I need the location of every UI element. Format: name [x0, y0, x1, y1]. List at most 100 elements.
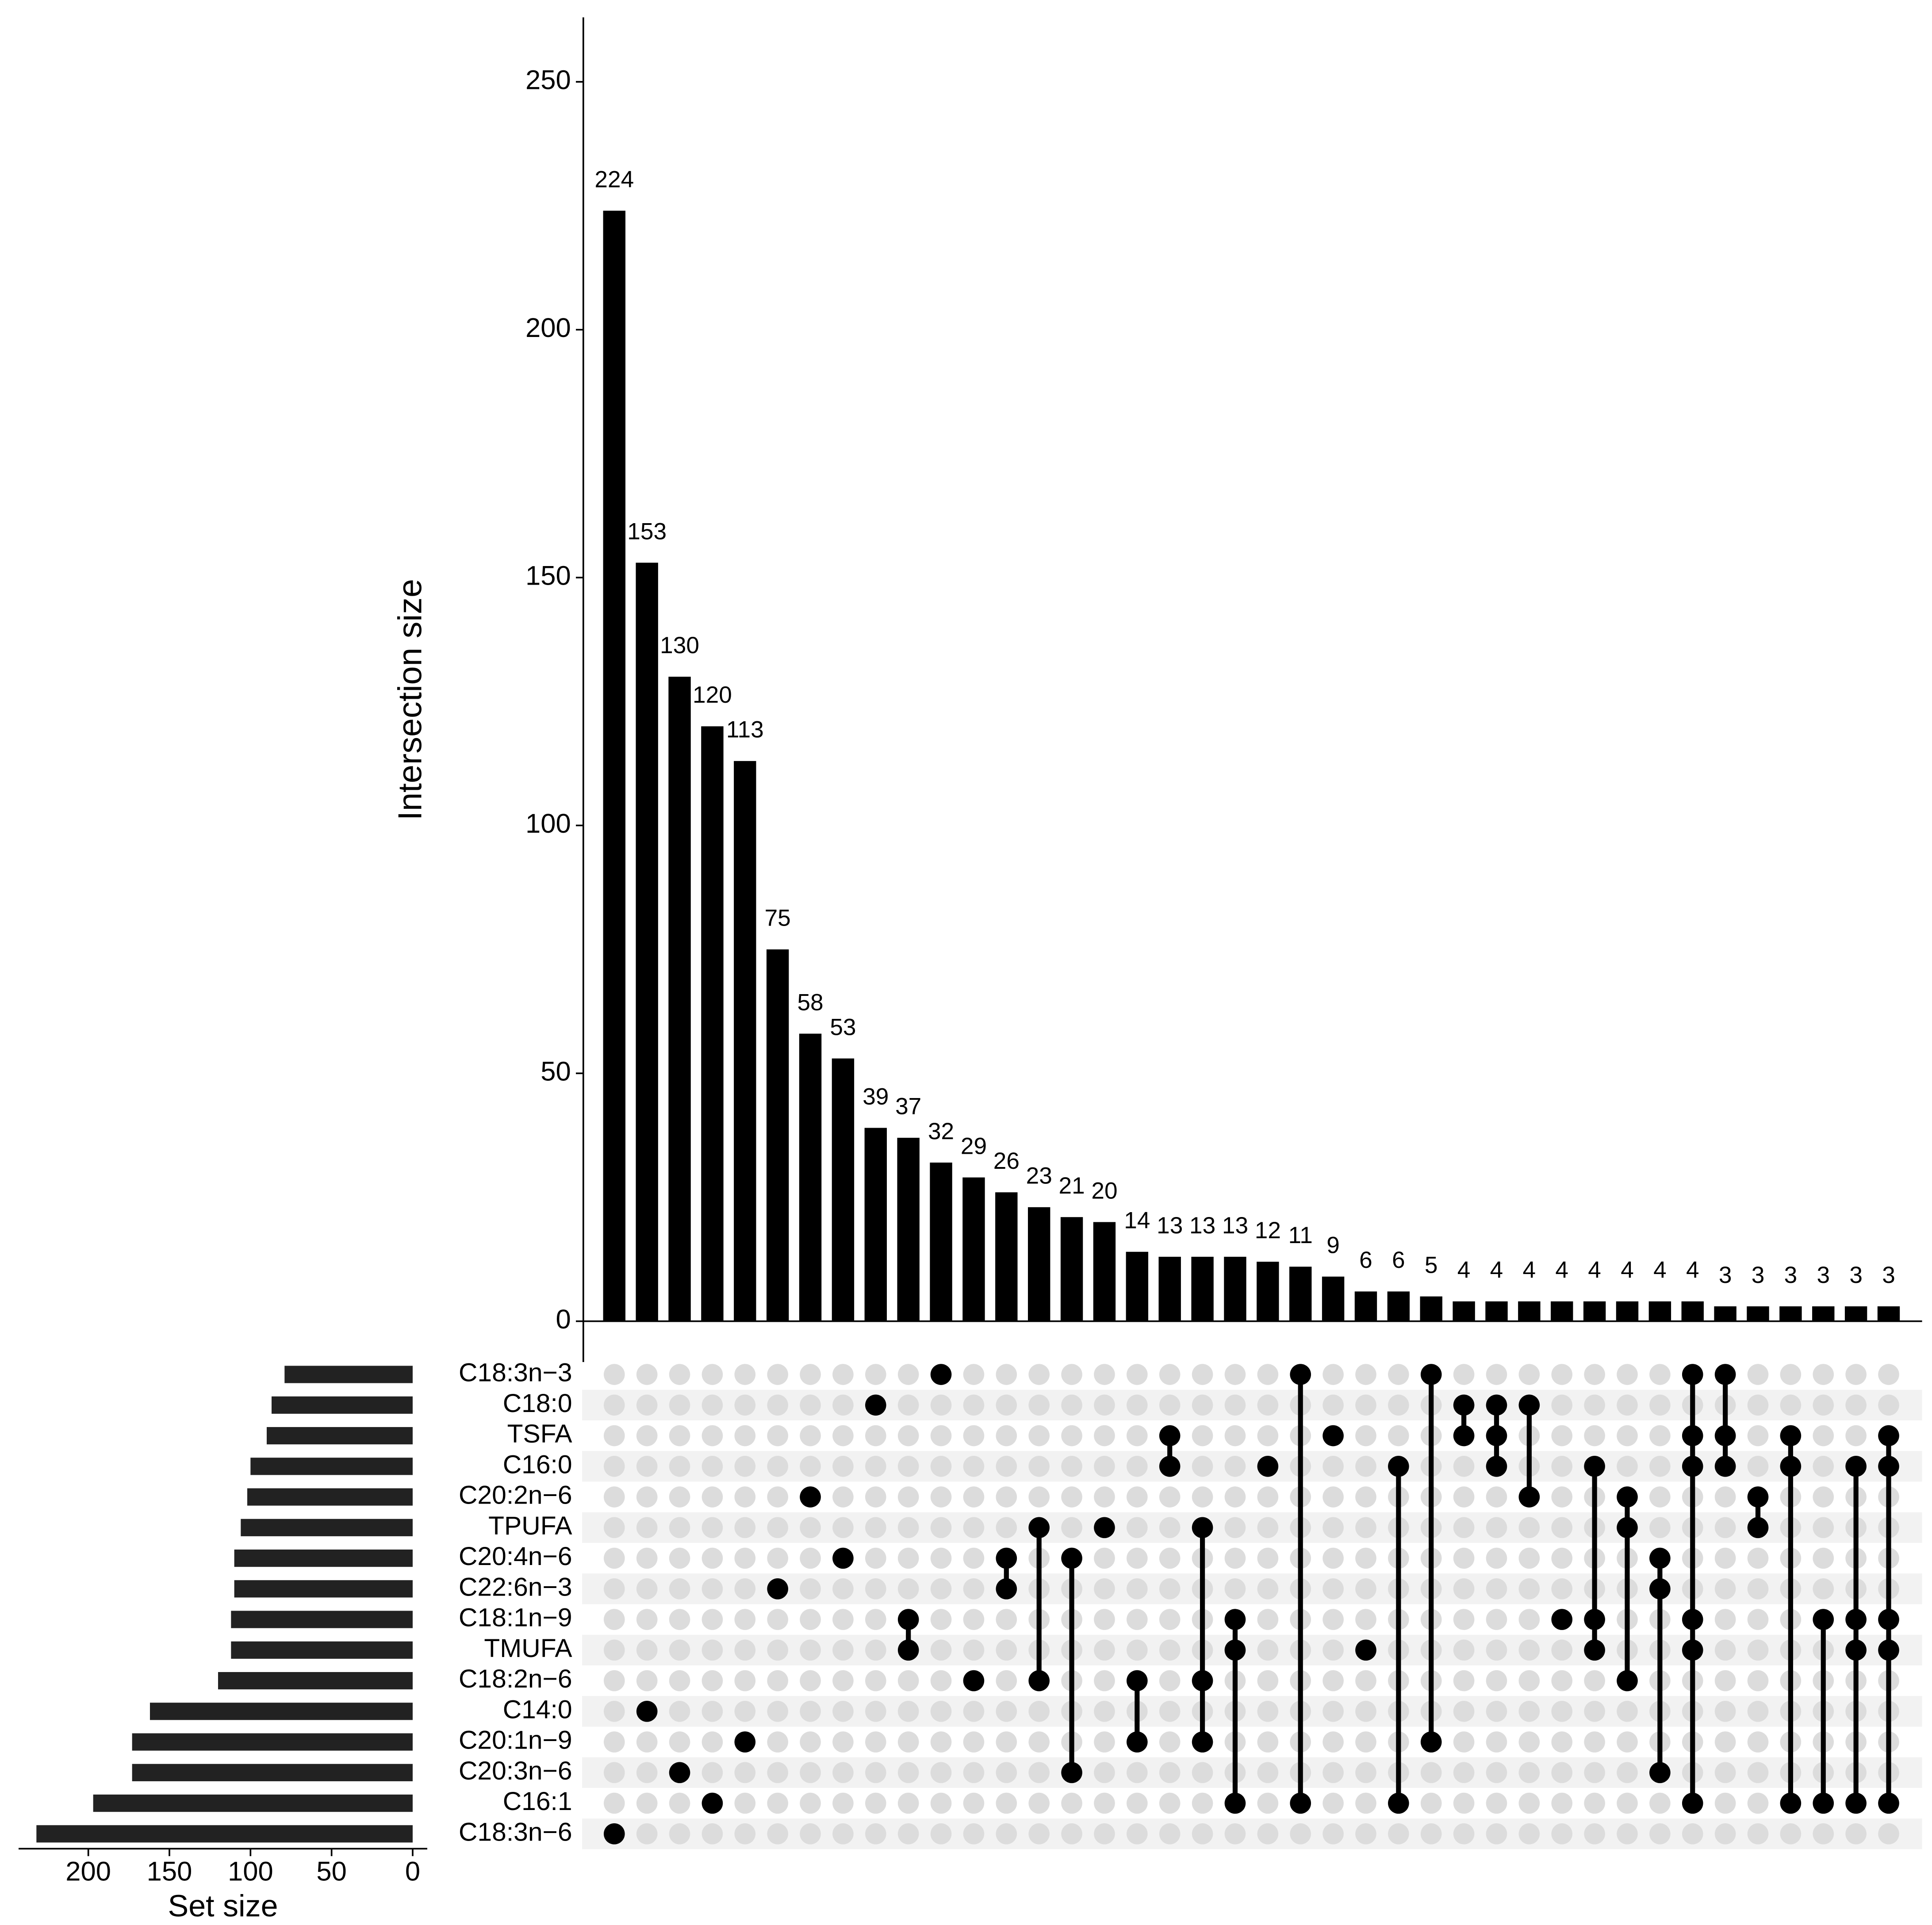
- matrix-dot-empty: [767, 1701, 788, 1722]
- matrix-dot: [1159, 1456, 1181, 1477]
- matrix-dot-empty: [1551, 1486, 1573, 1508]
- matrix-dot-empty: [1355, 1547, 1376, 1569]
- matrix-dot-empty: [963, 1425, 985, 1447]
- matrix-dot-empty: [1257, 1425, 1279, 1447]
- matrix-dot-empty: [1192, 1762, 1213, 1783]
- bar-label: 130: [660, 632, 699, 658]
- matrix-dot-empty: [1714, 1701, 1736, 1722]
- bar: [766, 949, 789, 1321]
- matrix-dot-empty: [1322, 1792, 1344, 1814]
- matrix-dot-empty: [1682, 1823, 1703, 1845]
- matrix-dot-empty: [1127, 1425, 1148, 1447]
- matrix-dot-empty: [1845, 1394, 1867, 1416]
- matrix-dot-empty: [1322, 1517, 1344, 1538]
- matrix-dot-empty: [1159, 1762, 1181, 1783]
- matrix-dot-empty: [963, 1517, 985, 1538]
- matrix-dot-empty: [1322, 1670, 1344, 1692]
- matrix-dot-empty: [669, 1486, 690, 1508]
- matrix-dot-empty: [1290, 1823, 1311, 1845]
- matrix-dot-empty: [800, 1517, 821, 1538]
- matrix-dot-empty: [1649, 1792, 1671, 1814]
- matrix-dot-empty: [832, 1639, 854, 1661]
- matrix-dot-empty: [800, 1701, 821, 1722]
- set-label: C18:1n−9: [459, 1604, 572, 1632]
- matrix-dot-empty: [1094, 1823, 1115, 1845]
- matrix-dot-empty: [669, 1670, 690, 1692]
- set-bar: [241, 1519, 413, 1536]
- matrix-dot-empty: [897, 1425, 919, 1447]
- matrix-dot-empty: [1747, 1578, 1769, 1600]
- matrix-dot-empty: [1714, 1578, 1736, 1600]
- matrix-dot-empty: [1584, 1670, 1605, 1692]
- matrix-dot-empty: [1551, 1670, 1573, 1692]
- matrix-dot-empty: [1747, 1701, 1769, 1722]
- matrix-dot-empty: [1094, 1486, 1115, 1508]
- matrix-dot-empty: [1094, 1609, 1115, 1630]
- bar-label: 6: [1359, 1247, 1372, 1273]
- matrix-dot-empty: [1257, 1609, 1279, 1630]
- bar-label: 3: [1849, 1262, 1863, 1288]
- matrix-dot-empty: [1813, 1364, 1834, 1385]
- matrix-dot-empty: [865, 1823, 886, 1845]
- matrix-dot-empty: [1453, 1823, 1475, 1845]
- matrix-dot: [1028, 1517, 1050, 1538]
- matrix-dot-empty: [1127, 1517, 1148, 1538]
- matrix-dot-empty: [832, 1486, 854, 1508]
- matrix-dot-empty: [1747, 1456, 1769, 1477]
- matrix-dot-empty: [702, 1394, 723, 1416]
- matrix-dot-empty: [1518, 1517, 1540, 1538]
- matrix-dot-empty: [1584, 1394, 1605, 1416]
- bar-label: 29: [961, 1133, 987, 1159]
- matrix-dot-empty: [1257, 1670, 1279, 1692]
- matrix-dot-empty: [1355, 1394, 1376, 1416]
- matrix-dot-empty: [1486, 1547, 1507, 1569]
- matrix-dot-empty: [1780, 1394, 1802, 1416]
- matrix-dot-empty: [930, 1394, 952, 1416]
- set-label: C18:0: [503, 1389, 572, 1418]
- matrix-dot-empty: [702, 1456, 723, 1477]
- matrix-dot-empty: [767, 1517, 788, 1538]
- matrix-dot-empty: [1257, 1486, 1279, 1508]
- matrix-dot-empty: [636, 1394, 658, 1416]
- matrix-dot-empty: [1257, 1731, 1279, 1753]
- set-bar: [132, 1764, 413, 1781]
- matrix-dot-empty: [930, 1731, 952, 1753]
- matrix-dot: [1682, 1609, 1703, 1630]
- bar: [1583, 1301, 1606, 1321]
- matrix-dot-empty: [1355, 1486, 1376, 1508]
- matrix-dot-empty: [734, 1639, 756, 1661]
- matrix-dot-empty: [832, 1425, 854, 1447]
- matrix-dot-empty: [996, 1364, 1017, 1385]
- matrix-dot-empty: [865, 1731, 886, 1753]
- matrix-dot-empty: [1453, 1701, 1475, 1722]
- matrix-dot-empty: [1518, 1609, 1540, 1630]
- matrix-dot-empty: [1094, 1670, 1115, 1692]
- matrix-dot-empty: [702, 1670, 723, 1692]
- matrix-dot-empty: [963, 1639, 985, 1661]
- bar: [1453, 1301, 1475, 1321]
- matrix-dot-empty: [963, 1701, 985, 1722]
- matrix-dot-empty: [1453, 1547, 1475, 1569]
- matrix-dot-empty: [1714, 1762, 1736, 1783]
- matrix-dot-empty: [1551, 1731, 1573, 1753]
- bar: [1844, 1306, 1867, 1321]
- matrix-dot-empty: [1127, 1364, 1148, 1385]
- bar: [832, 1058, 855, 1321]
- matrix-dot-empty: [1617, 1701, 1638, 1722]
- matrix-dot-empty: [604, 1517, 625, 1538]
- set-tick-label: 50: [316, 1856, 347, 1887]
- matrix-dot-empty: [1061, 1456, 1082, 1477]
- matrix-dot-empty: [996, 1731, 1017, 1753]
- matrix-dot-empty: [1551, 1762, 1573, 1783]
- matrix-dot: [1518, 1486, 1540, 1508]
- matrix-dot-empty: [1127, 1394, 1148, 1416]
- matrix-dot-empty: [1192, 1486, 1213, 1508]
- matrix-dot-empty: [702, 1425, 723, 1447]
- matrix-dot-empty: [1192, 1364, 1213, 1385]
- matrix-dot-empty: [767, 1731, 788, 1753]
- matrix-dot-empty: [702, 1823, 723, 1845]
- set-label: C20:3n−6: [459, 1757, 572, 1785]
- matrix-dot-empty: [1061, 1364, 1082, 1385]
- matrix-dot-empty: [1224, 1364, 1246, 1385]
- matrix-dot-empty: [1192, 1456, 1213, 1477]
